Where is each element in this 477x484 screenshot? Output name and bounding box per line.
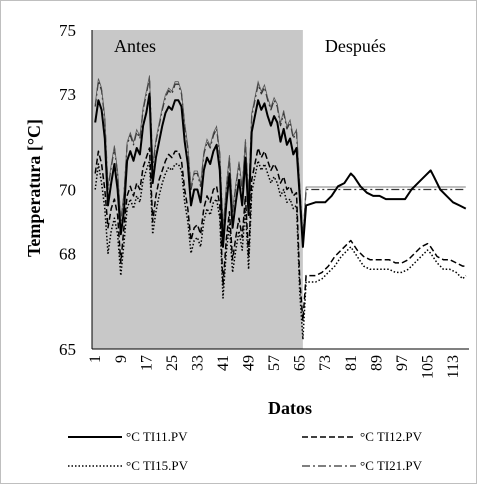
x-tick-label-0: 1 — [87, 355, 104, 363]
x-axis-title: Datos — [268, 398, 312, 418]
y-tick-labels: 65 68 70 73 75 — [59, 21, 76, 359]
chart-regions: Antes Después — [92, 30, 386, 349]
region-label-0: Antes — [114, 36, 156, 56]
series-line-3-outline — [94, 75, 466, 235]
x-tick-label-3: 25 — [164, 355, 181, 371]
y-tick-label-4: 75 — [59, 21, 76, 40]
series-line-0 — [94, 92, 467, 248]
x-tick-label-6: 49 — [241, 355, 258, 371]
x-tick-label-7: 57 — [266, 355, 283, 371]
x-tick-label-8: 65 — [292, 355, 309, 371]
x-tick-label-13: 105 — [419, 355, 436, 379]
x-tick-labels: 1 9 17 25 33 41 49 57 65 73 81 89 97 105 113 — [87, 355, 462, 379]
legend-label-3: °C TI21.PV — [360, 458, 423, 473]
series-line-3 — [94, 77, 466, 239]
y-tick-label-2: 70 — [59, 181, 76, 200]
y-tick-label-0: 65 — [59, 340, 76, 359]
y-tick-label-1: 68 — [59, 244, 76, 263]
x-tick-label-2: 17 — [138, 355, 155, 371]
y-tick-label-3: 73 — [59, 85, 76, 104]
x-tick-label-4: 33 — [189, 355, 206, 371]
chart-axes — [91, 30, 469, 350]
series-line-1 — [94, 147, 466, 322]
legend-label-1: °C TI12.PV — [360, 429, 423, 444]
series-line-2 — [94, 160, 467, 341]
x-tick-label-12: 97 — [394, 355, 411, 371]
x-tick-label-5: 41 — [215, 355, 232, 371]
x-tick-label-11: 89 — [368, 355, 385, 371]
legend-label-0: °C TI11.PV — [126, 429, 188, 444]
x-tick-label-9: 73 — [317, 355, 334, 371]
x-tick-label-10: 81 — [343, 355, 360, 371]
x-tick-label-1: 9 — [113, 355, 130, 363]
y-axis-title: Temperatura [°C] — [24, 119, 44, 257]
legend-label-2: °C TI15.PV — [126, 458, 189, 473]
region-label-1: Después — [325, 36, 386, 56]
x-tick-label-14: 113 — [445, 355, 462, 378]
legend: °C TI11.PV °C TI12.PV °C TI15.PV °C TI21.PV — [68, 429, 423, 473]
series-layer — [94, 75, 467, 341]
